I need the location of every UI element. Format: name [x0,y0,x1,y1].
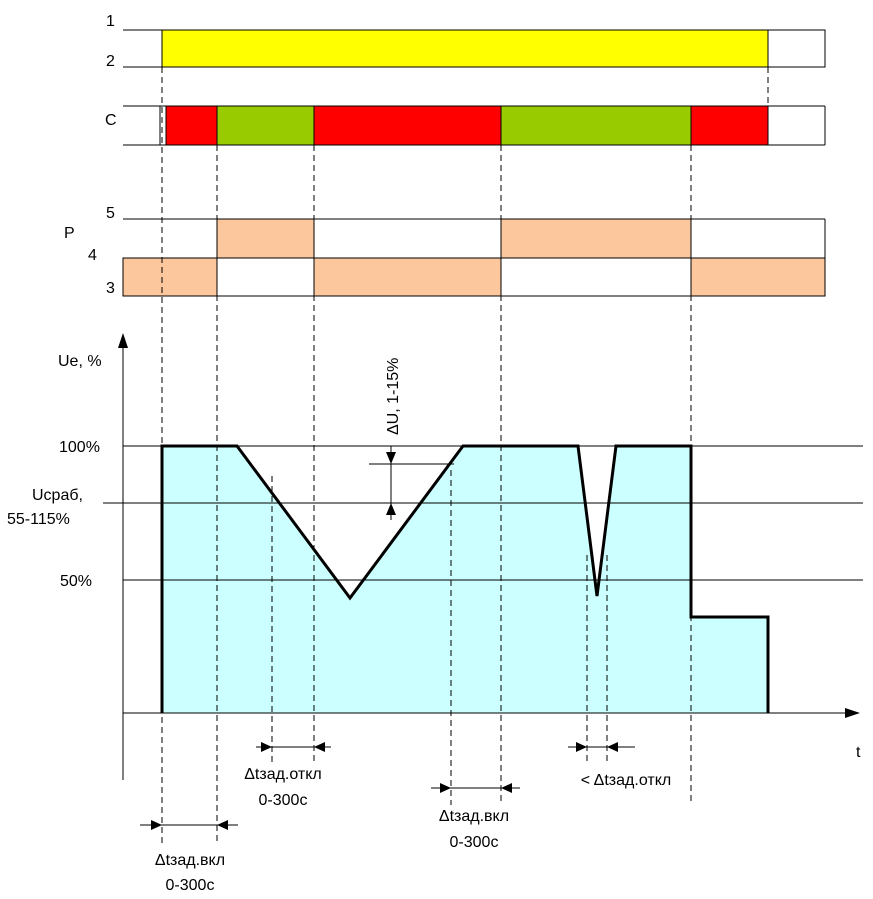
timing-dimension-on-2 [431,783,520,793]
ue-axis-label: Ue, % [58,353,102,370]
arrow-right-icon [576,742,587,752]
arrow-up-icon [386,503,396,515]
projection-lines [161,67,769,845]
row-label-c: C [105,112,117,129]
row-label-2: 2 [106,53,115,70]
contact-row [123,105,826,146]
threshold-label-line1: Uсраб, [32,487,83,504]
row-label-p: P [64,225,75,242]
timing-label-off-1: Δtзад.откл [244,766,322,783]
row-label-4: 4 [88,247,97,264]
level-100-label: 100% [59,439,100,456]
relay-output-3-on [122,257,218,297]
contact-segment-on [500,105,692,146]
timing-dimension-on-1 [140,820,238,830]
supply-row [123,29,826,68]
arrow-right-icon [440,783,451,793]
timing-label-off-1-range: 0-300с [259,792,308,809]
timing-label-on-1-range: 0-300с [166,877,215,894]
contact-segment-on [216,105,315,146]
contact-row-bracket [123,105,161,146]
timing-label-on-2-range: 0-300с [450,834,499,851]
level-50-label: 50% [60,573,92,590]
relay-output-3-on [690,257,826,297]
supply-bar [161,29,769,68]
ue-axis-arrow-icon [118,333,128,348]
arrow-left-icon [607,742,618,752]
timing-label-on-2: Δtзад.вкл [439,808,509,825]
voltage-curve [160,444,770,713]
t-axis-arrow-icon [845,708,860,718]
timing-dimension-off-1 [256,742,331,752]
timing-label-off-2: < Δtзад.откл [581,772,671,789]
contact-segment-off [690,105,769,146]
row-label-3: 3 [106,280,115,297]
arrow-down-icon [386,452,396,464]
row-label-5: 5 [106,205,115,222]
timing-label-on-1: Δtзад.вкл [155,852,225,869]
hysteresis-label: ΔU, 1-15% [385,358,402,435]
arrow-left-icon [217,820,228,830]
relay-output-4-on [500,218,692,259]
contact-segment-off [313,105,502,146]
contact-segment-off [165,105,218,146]
arrow-right-icon [261,742,272,752]
arrow-right-icon [151,820,162,830]
timing-dimension-off-2 [568,742,635,752]
relay-row [122,218,826,297]
t-axis-label: t [856,744,861,761]
relay-output-3-on [313,257,502,297]
arrow-left-icon [501,783,512,793]
arrow-left-icon [314,742,325,752]
row-label-1: 1 [106,13,115,30]
relay-output-4-on [216,218,315,259]
threshold-label-line2: 55-115% [7,511,70,528]
